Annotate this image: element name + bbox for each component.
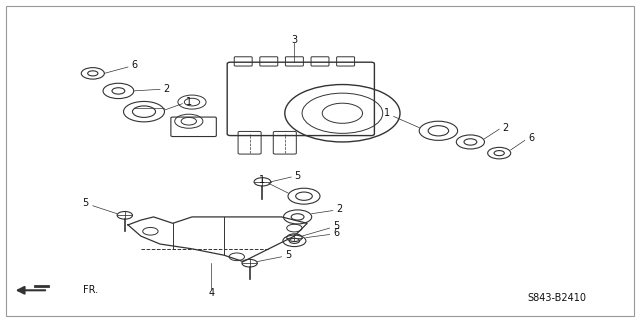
Text: 6: 6 — [528, 133, 534, 143]
Text: 1: 1 — [384, 108, 390, 118]
Text: 3: 3 — [291, 35, 298, 45]
Text: FR.: FR. — [83, 285, 99, 295]
Text: 4: 4 — [208, 288, 214, 298]
Text: 1: 1 — [186, 97, 192, 107]
Text: 6: 6 — [131, 60, 138, 70]
Text: 1: 1 — [259, 175, 266, 185]
Text: 5: 5 — [82, 198, 88, 208]
Text: 5: 5 — [285, 250, 291, 260]
Text: S843-B2410: S843-B2410 — [527, 293, 586, 303]
Text: 6: 6 — [333, 228, 339, 238]
Text: 2: 2 — [163, 84, 170, 94]
Text: 2: 2 — [336, 204, 342, 214]
Text: 2: 2 — [502, 122, 509, 133]
Text: 5: 5 — [333, 221, 339, 232]
Text: 5: 5 — [294, 171, 301, 181]
